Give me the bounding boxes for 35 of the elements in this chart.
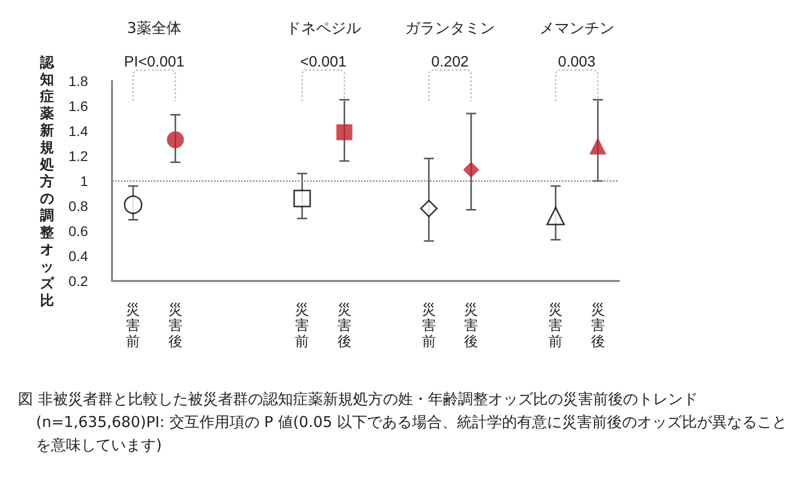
x-tick-label: 災害後 bbox=[337, 301, 352, 349]
y-tick-label: 1.6 bbox=[68, 98, 88, 114]
text: 0.202 bbox=[431, 54, 469, 70]
x-tick-label: 災害後 bbox=[168, 301, 182, 349]
y-tick-label: 0.8 bbox=[68, 198, 88, 214]
point bbox=[293, 190, 311, 208]
point bbox=[420, 200, 438, 218]
point bbox=[589, 138, 606, 154]
y-tick-label: 0.6 bbox=[68, 223, 88, 239]
x-tick-label: 災害前 bbox=[295, 301, 310, 349]
point bbox=[124, 196, 142, 214]
y-tick-label: 1 bbox=[80, 173, 88, 189]
x-tick-label: 災害前 bbox=[548, 301, 563, 349]
y-tick-label: 1.2 bbox=[68, 148, 88, 164]
x-tick-label: 災害後 bbox=[464, 301, 478, 349]
text: 図 非被災者群と比較した被災者群の認知症薬新規処方の姓・年齢調整オッズ比の災害前後のトレンド(n=1,635,680)PI: 交互作用項の P 値(0.05 以下である場合、統計学的有意に災害前後のオッズ比が異なることを意味しています) bbox=[18, 389, 788, 456]
point bbox=[336, 124, 352, 140]
text: PI<0.001 bbox=[124, 54, 184, 70]
point bbox=[166, 131, 184, 148]
text: 認知症薬新規処方の調整オッズ比 bbox=[40, 54, 54, 308]
text: メマンチン bbox=[539, 19, 614, 37]
y-tick-label: 0.4 bbox=[68, 248, 88, 264]
text: ドネペジル bbox=[286, 19, 361, 37]
point bbox=[463, 162, 480, 178]
y-tick-label: 1.4 bbox=[68, 123, 88, 139]
text: 0.003 bbox=[558, 54, 596, 70]
x-tick-label: 災害前 bbox=[126, 301, 140, 349]
text: 3薬全体 bbox=[126, 19, 182, 37]
text: ガランタミン bbox=[405, 19, 495, 37]
x-tick-label: 災害前 bbox=[422, 301, 436, 349]
x-tick-label: 災害後 bbox=[590, 301, 605, 349]
text: <0.001 bbox=[300, 54, 346, 70]
point bbox=[546, 206, 565, 226]
y-tick-label: 0.2 bbox=[68, 273, 88, 289]
y-tick-label: 1.8 bbox=[68, 73, 88, 89]
